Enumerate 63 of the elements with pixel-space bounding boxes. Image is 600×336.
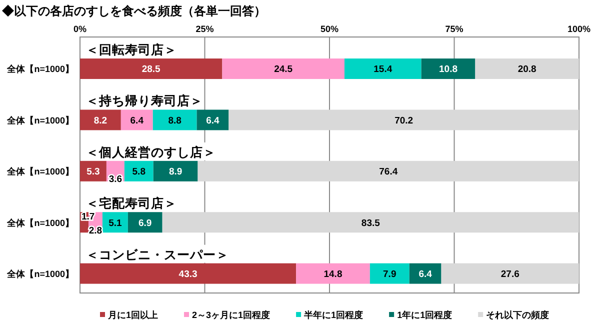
bar [296,263,370,284]
data-label: 6.9 [138,218,152,229]
data-label: 76.4 [379,166,398,178]
bar [120,110,153,130]
data-label: 15.4 [374,64,393,76]
annotation: ＜個人経営のすし店＞ [86,144,216,160]
y-tick-label: 全体【n=1000】 [6,64,74,74]
x-tick-label: 25% [196,24,214,34]
data-label: 2.8 [88,225,102,236]
annotation: ＜持ち帰り寿司店＞ [86,93,203,108]
data-label: 7.9 [383,269,396,280]
x-tick-label: 50% [320,24,339,34]
data-label: 6.4 [130,115,144,126]
data-label: 6.4 [418,269,433,280]
data-label: 83.5 [361,218,381,229]
bar [162,212,579,233]
x-tick-label: 75% [445,24,464,34]
data-label: 5.3 [86,166,100,178]
legend-label: 月に1回以上 [107,310,158,320]
data-label: 70.2 [394,115,414,126]
bar [80,160,106,182]
annotation: ＜回転寿司店＞ [86,42,177,57]
bar [409,263,442,284]
annotation: ＜コンビニ・スーパー＞ [86,248,229,262]
legend-label: それ以下の頻度 [486,310,550,320]
x-tick-label: 0% [73,24,87,34]
data-label: 5.8 [132,166,146,178]
y-tick-label: 全体【n=1000】 [6,166,74,177]
legend-label: 半年に1回程度 [303,310,364,320]
bar [344,58,422,79]
data-label: 6.4 [206,115,220,126]
y-tick-label: 全体【n=1000】 [6,269,74,280]
data-label: 14.8 [324,269,342,280]
data-label: 5.1 [108,218,122,229]
data-label: 28.5 [142,64,162,76]
x-tick-label: 100% [567,24,591,34]
bar [370,263,410,284]
y-tick-label: 全体【n=1000】 [6,218,74,228]
chart-title: ◆以下の各店のすしを食べる頻度（各単一回答） [2,4,266,18]
data-label: 8.8 [168,115,182,126]
bar [80,263,296,284]
y-tick-label: 全体【n=1000】 [6,115,74,126]
bar [102,212,128,233]
bar [228,110,579,130]
bar [153,160,198,182]
bar [198,160,579,182]
data-label: 27.6 [500,269,520,280]
data-label: 8.2 [94,115,108,126]
bar [421,58,476,79]
bar [222,58,344,79]
legend-label: 2～3ヶ月に1回程度 [192,310,270,320]
bar [441,263,579,284]
data-label: 43.3 [178,269,198,280]
data-label: 24.5 [274,64,294,76]
data-label: 10.8 [439,64,458,76]
bar [124,160,154,182]
annotation: ＜宅配寿司店＞ [86,196,177,211]
data-label: 8.9 [168,166,182,178]
bar [196,110,229,130]
bar [475,58,579,79]
legend-label: 1年に1回程度 [397,310,452,320]
data-label: 3.6 [108,174,122,186]
data-label: 20.8 [518,64,536,76]
